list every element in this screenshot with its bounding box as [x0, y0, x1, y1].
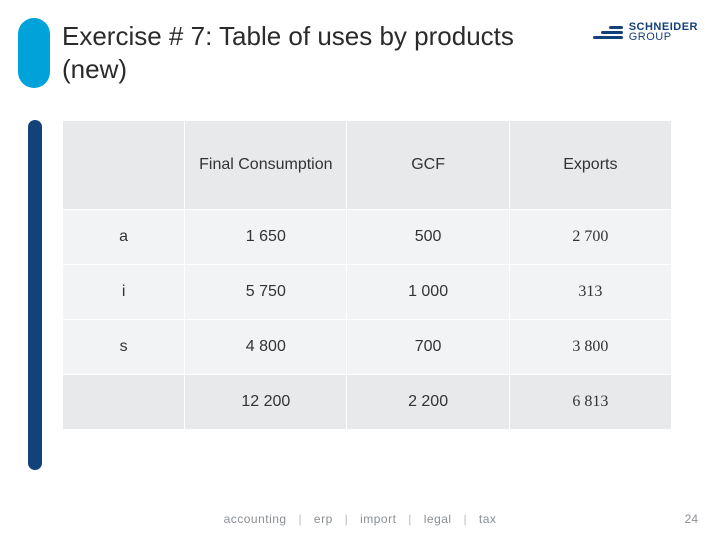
logo-text: SCHNEIDER GROUP: [629, 22, 698, 43]
cell: 3 800: [509, 320, 671, 375]
footer-item: tax: [479, 512, 497, 526]
footer-sep: |: [463, 512, 467, 526]
total-cell: 2 200: [347, 375, 509, 430]
slide: Exercise # 7: Table of uses by products …: [0, 0, 720, 540]
logo-bars-icon: [593, 26, 623, 39]
brand-logo: SCHNEIDER GROUP: [593, 22, 698, 43]
cell: 1 000: [347, 265, 509, 320]
accent-bar-side: [28, 120, 42, 470]
cell: 700: [347, 320, 509, 375]
table-row: i 5 750 1 000 313: [63, 265, 672, 320]
cell: 500: [347, 210, 509, 265]
table-row: a 1 650 500 2 700: [63, 210, 672, 265]
footer-sep: |: [408, 512, 412, 526]
row-label: s: [63, 320, 185, 375]
footer-sep: |: [298, 512, 302, 526]
page-number: 24: [685, 512, 698, 526]
row-label: i: [63, 265, 185, 320]
row-label: a: [63, 210, 185, 265]
slide-title: Exercise # 7: Table of uses by products …: [62, 20, 532, 85]
total-label: [63, 375, 185, 430]
footer-sep: |: [345, 512, 349, 526]
header-exports: Exports: [509, 121, 671, 210]
cell: 1 650: [185, 210, 347, 265]
total-cell: 6 813: [509, 375, 671, 430]
footer-item: import: [360, 512, 396, 526]
header-blank: [63, 121, 185, 210]
uses-table: Final Consumption GCF Exports a 1 650 50…: [62, 120, 672, 430]
footer-item: erp: [314, 512, 333, 526]
header-final-consumption: Final Consumption: [185, 121, 347, 210]
cell: 5 750: [185, 265, 347, 320]
total-cell: 12 200: [185, 375, 347, 430]
accent-bar-top: [18, 18, 50, 88]
table-row: s 4 800 700 3 800: [63, 320, 672, 375]
cell: 4 800: [185, 320, 347, 375]
header-gcf: GCF: [347, 121, 509, 210]
footer-services: accounting | erp | import | legal | tax: [0, 512, 720, 526]
logo-line2: GROUP: [629, 32, 698, 42]
footer-item: accounting: [224, 512, 287, 526]
cell: 313: [509, 265, 671, 320]
table-total-row: 12 200 2 200 6 813: [63, 375, 672, 430]
table-header-row: Final Consumption GCF Exports: [63, 121, 672, 210]
footer-item: legal: [424, 512, 452, 526]
cell: 2 700: [509, 210, 671, 265]
